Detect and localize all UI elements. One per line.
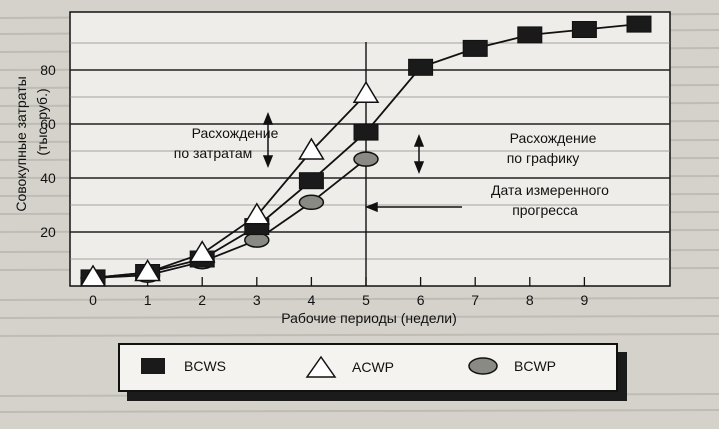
x-tick-label: 3 xyxy=(253,292,261,308)
x-tick-label: 9 xyxy=(581,292,589,308)
point-bcwp-4 xyxy=(298,194,325,211)
x-tick-label: 2 xyxy=(198,292,206,308)
point-acwp-5 xyxy=(352,80,380,104)
x-tick-label: 1 xyxy=(144,292,152,308)
x-tick-label: 4 xyxy=(308,292,316,308)
point-acwp-3 xyxy=(243,202,271,225)
schedule-variance-arrowhead-bottom xyxy=(413,161,425,175)
point-bcws-10 xyxy=(626,15,652,33)
x-tick-label: 6 xyxy=(417,292,425,308)
point-bcwp-3 xyxy=(244,232,270,248)
y-tick-label: 60 xyxy=(40,116,56,132)
point-acwp-2 xyxy=(188,240,216,263)
legend-ellipse-marker xyxy=(468,357,498,375)
point-bcws-6 xyxy=(408,58,434,76)
schedule-variance-label-line2: по графику xyxy=(507,150,580,166)
legend-item-bcwp: BCWP xyxy=(466,355,556,377)
status-date-label-line2: прогресса xyxy=(512,202,578,218)
y-tick-label: 80 xyxy=(40,62,56,78)
cost-variance-label-line2: по затратам xyxy=(174,145,253,161)
legend-square-marker xyxy=(141,358,165,374)
status-date-arrowhead xyxy=(364,201,378,213)
x-tick-label: 7 xyxy=(471,292,479,308)
point-acwp-4 xyxy=(298,137,325,160)
point-bcws-4 xyxy=(298,172,324,190)
point-bcwp-5 xyxy=(353,151,379,167)
legend-item-acwp: ACWP xyxy=(304,355,394,379)
legend-label-bcwp: BCWP xyxy=(514,358,556,374)
point-acwp-0 xyxy=(79,264,107,287)
point-bcws-7 xyxy=(462,39,488,57)
x-tick-label: 0 xyxy=(89,292,97,308)
point-acwp-1 xyxy=(134,259,161,282)
legend-label-acwp: ACWP xyxy=(352,359,394,375)
legend-triangle-marker xyxy=(305,355,337,378)
x-axis-title: Рабочие периоды (недели) xyxy=(281,310,457,326)
schedule-variance-arrowhead-top xyxy=(413,133,425,147)
y-axis-title-line1: Совокупные затраты xyxy=(13,76,29,211)
status-date-label-line1: Дата измеренного xyxy=(491,182,609,198)
point-bcws-9 xyxy=(571,21,597,38)
y-axis-title-line2: (тыс. руб.) xyxy=(34,88,50,155)
x-tick-label: 5 xyxy=(362,292,370,308)
cost-variance-arrowhead-bottom xyxy=(262,155,274,169)
legend-label-bcws: BCWS xyxy=(184,358,226,374)
legend: BCWS ACWP BCWP xyxy=(118,343,618,392)
cost-variance-label-line1: Расхождение xyxy=(192,125,279,141)
x-tick-label: 8 xyxy=(526,292,534,308)
legend-item-bcws: BCWS xyxy=(136,355,226,377)
plot-area xyxy=(69,11,671,287)
y-tick-label: 20 xyxy=(40,224,56,240)
cost-variance-arrowhead-top xyxy=(262,111,274,125)
point-bcws-8 xyxy=(517,26,543,44)
schedule-variance-label-line1: Расхождение xyxy=(510,130,597,146)
point-bcws-5 xyxy=(353,123,379,141)
y-tick-label: 40 xyxy=(40,170,56,186)
